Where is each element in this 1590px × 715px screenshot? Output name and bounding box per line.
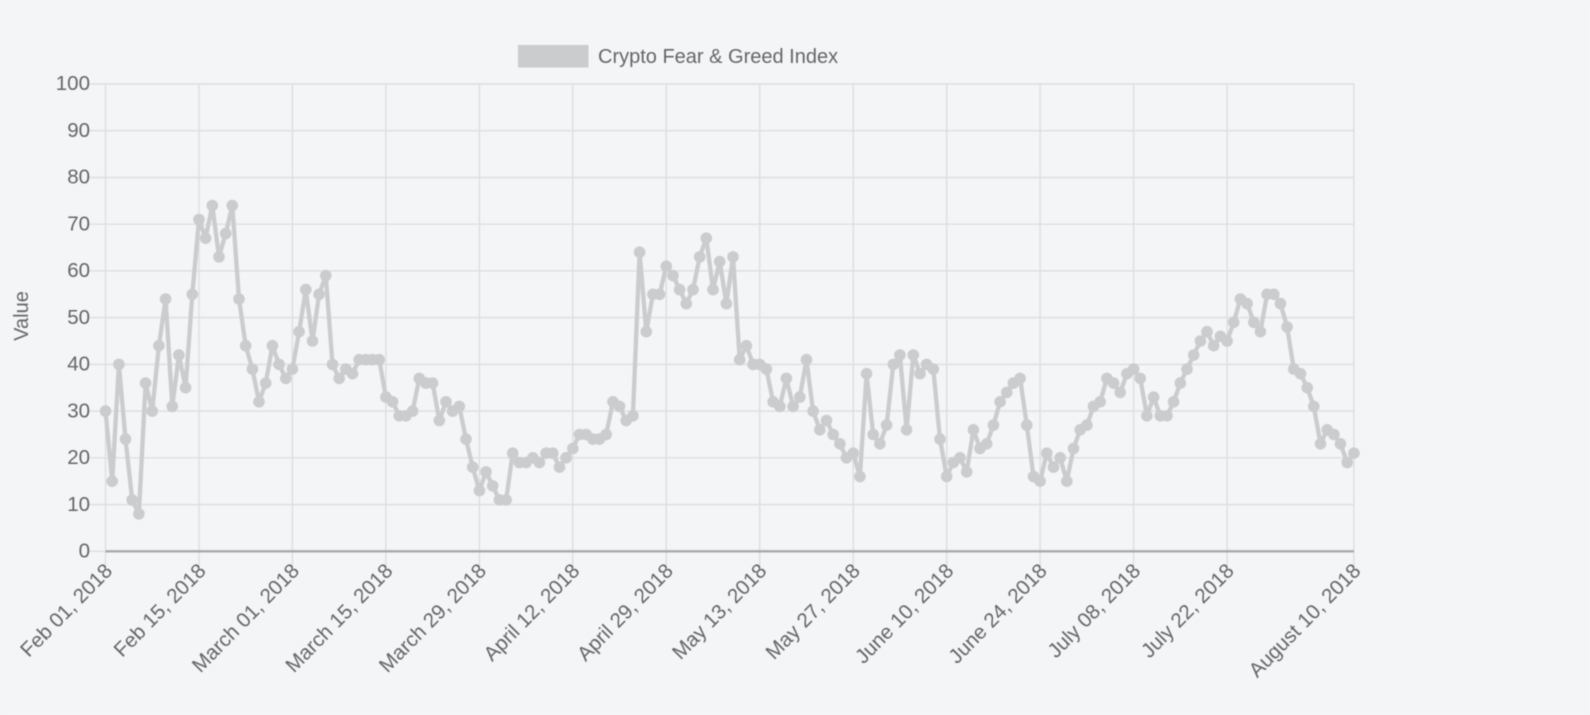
svg-text:0: 0	[79, 540, 90, 563]
svg-text:90: 90	[67, 119, 90, 142]
svg-text:60: 60	[67, 259, 90, 282]
svg-text:Value: Value	[11, 291, 33, 341]
svg-text:70: 70	[67, 212, 90, 235]
svg-text:100: 100	[56, 72, 90, 95]
svg-text:40: 40	[67, 353, 90, 376]
svg-text:80: 80	[67, 166, 90, 189]
svg-text:Crypto Fear & Greed Index: Crypto Fear & Greed Index	[598, 46, 838, 68]
svg-text:10: 10	[67, 493, 90, 516]
svg-text:30: 30	[67, 399, 90, 422]
svg-text:50: 50	[67, 306, 90, 329]
svg-text:20: 20	[67, 446, 90, 469]
